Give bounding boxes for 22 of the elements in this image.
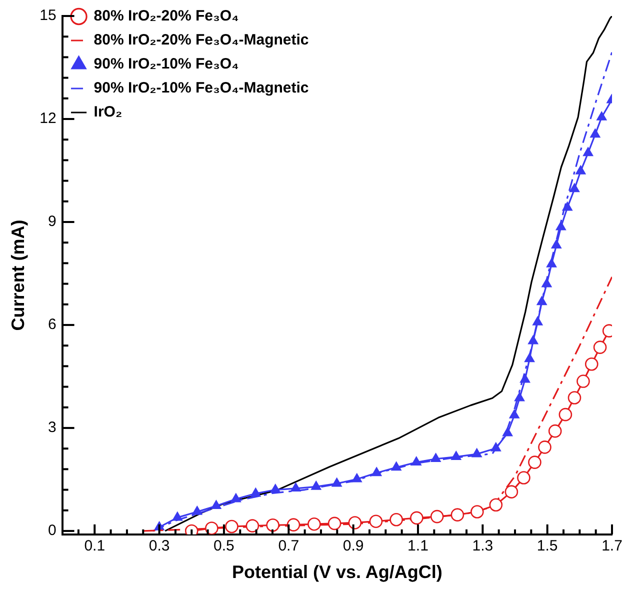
y-tick-label: 0: [48, 522, 56, 540]
legend-label: 90% IrO₂-10% Fe₃O₄-Magnetic: [94, 80, 309, 97]
x-tick-label: 0.1: [84, 538, 106, 555]
x-tick-label: 1.1: [408, 538, 428, 555]
x-tick-label: 1.3: [472, 538, 494, 555]
x-tick-label: 0.7: [278, 538, 300, 555]
x-axis-title: Potential (V vs. Ag/AgCl): [232, 562, 442, 582]
x-tick-label: 0.3: [148, 538, 170, 555]
y-tick-label: 15: [40, 7, 56, 24]
x-tick-label: 0.5: [214, 538, 234, 555]
x-tick-label: 1.7: [602, 538, 622, 555]
legend-label: IrO₂: [94, 104, 122, 121]
y-tick-label: 3: [48, 419, 56, 436]
x-tick-label: 0.9: [342, 538, 364, 555]
x-tick-label: 1.5: [536, 538, 558, 555]
y-tick-label: 6: [48, 316, 56, 334]
legend-label: 80% IrO₂-20% Fe₃O₄-Magnetic: [94, 32, 309, 49]
legend-label: 90% IrO₂-10% Fe₃O₄: [94, 56, 239, 73]
y-tick-label: 12: [40, 110, 56, 128]
y-tick-label: 9: [48, 213, 56, 230]
y-axis-title: Current (mA): [8, 220, 28, 331]
legend-label: 80% IrO₂-20% Fe₃O₄: [94, 8, 239, 25]
